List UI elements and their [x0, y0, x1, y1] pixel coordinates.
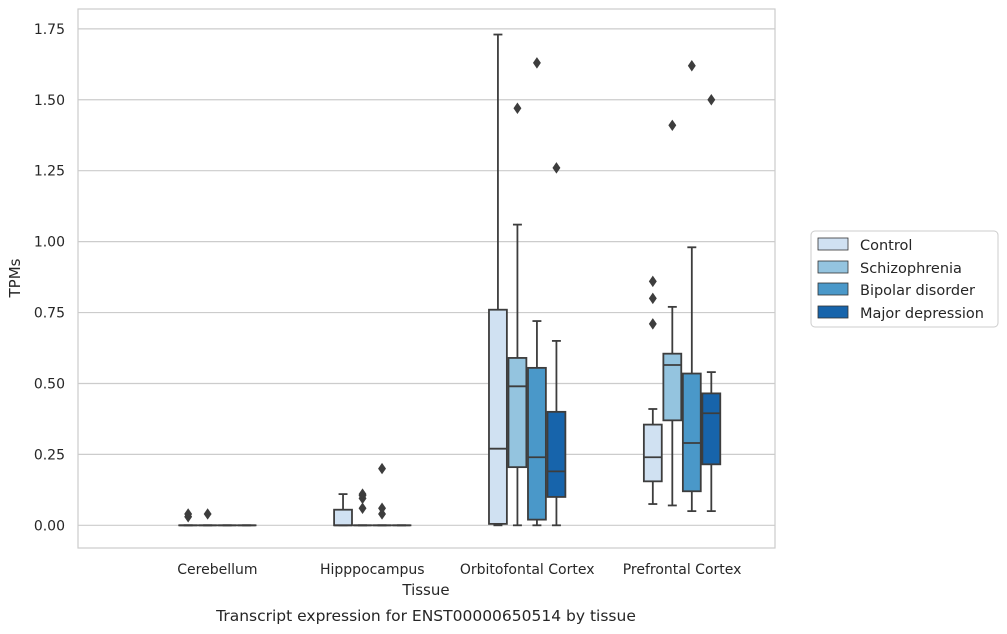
outlier-point [552, 162, 561, 174]
box-major-depression-orbitofontal-cortex [546, 162, 567, 527]
box-schizophrenia-cerebellum [197, 508, 218, 527]
x-tick-label: Cerebellum [177, 562, 257, 578]
chart-caption: Transcript expression for ENST0000065051… [215, 607, 636, 625]
outlier-point [648, 275, 657, 288]
legend: Control Schizophrenia Bipolar disorder M… [810, 230, 999, 328]
box-schizophrenia-prefrontal-cortex [662, 119, 683, 507]
legend-frame [810, 230, 999, 328]
outlier-point [532, 57, 541, 69]
legend-label-bipolar-disorder: Bipolar disorder [860, 283, 975, 299]
outlier-point [358, 502, 367, 515]
y-axis-ticks: 0.00 0.25 0.50 0.75 1.00 1.25 1.50 1.75 [34, 22, 65, 534]
y-tick-label: 1.75 [34, 22, 65, 38]
legend-swatch-major-depression [817, 305, 849, 319]
legend-label-control: Control [860, 238, 912, 254]
box-body [701, 392, 722, 466]
y-tick-label: 0.25 [34, 447, 65, 463]
legend-label-schizophrenia: Schizophrenia [860, 261, 962, 277]
y-tick-label: 0.00 [34, 518, 65, 534]
box-bipolar-disorder-prefrontal-cortex [681, 60, 702, 513]
outlier-point [358, 488, 367, 500]
box-bipolar-disorder-hipppocampus [372, 462, 392, 527]
box-schizophrenia-hipppocampus [352, 488, 373, 527]
box-body [681, 372, 702, 493]
x-axis-title: Tissue [401, 581, 449, 599]
legend-swatch-schizophrenia [817, 260, 849, 274]
outlier-point [707, 94, 716, 106]
box-body [546, 410, 567, 498]
y-tick-label: 1.25 [34, 164, 65, 180]
outlier-point [648, 292, 657, 305]
x-tick-label: Orbitofontal Cortex [460, 562, 595, 578]
outlier-point [203, 508, 212, 520]
x-axis-ticks: Cerebellum Hipppocampus Orbitofontal Corte… [177, 562, 741, 578]
outlier-point [687, 60, 696, 72]
legend-swatch-control [817, 237, 849, 251]
box-major-depression-prefrontal-cortex [701, 94, 722, 513]
outlier-point [378, 462, 387, 475]
box-control-prefrontal-cortex [642, 275, 663, 505]
box-body [642, 423, 663, 483]
legend-swatch-bipolar-disorder [817, 282, 849, 296]
outlier-point [513, 102, 522, 115]
y-tick-label: 0.75 [34, 306, 65, 322]
box-body [507, 357, 528, 469]
box-body [333, 508, 353, 527]
box-control-orbitofontal-cortex [488, 33, 508, 527]
y-tick-label: 1.50 [34, 93, 65, 109]
outlier-point [184, 508, 193, 520]
outlier-point [648, 318, 657, 330]
y-tick-label: 1.00 [34, 235, 65, 251]
box-control-cerebellum [178, 508, 198, 527]
box-bipolar-disorder-orbitofontal-cortex [527, 57, 547, 527]
x-tick-label: Prefrontal Cortex [623, 562, 742, 578]
outlier-point [378, 502, 387, 515]
box-schizophrenia-orbitofontal-cortex [507, 102, 528, 527]
y-tick-label: 0.50 [34, 376, 65, 392]
box-body [527, 366, 547, 521]
box-plots [178, 33, 722, 527]
box-control-hipppocampus [333, 493, 353, 527]
outlier-point [668, 119, 677, 132]
plot-frame [77, 8, 776, 549]
box-body [488, 308, 508, 525]
y-axis-title: TPMs [6, 258, 24, 298]
legend-label-major-depression: Major depression [860, 306, 984, 322]
x-tick-label: Hipppocampus [320, 562, 425, 578]
box-body [662, 352, 683, 422]
